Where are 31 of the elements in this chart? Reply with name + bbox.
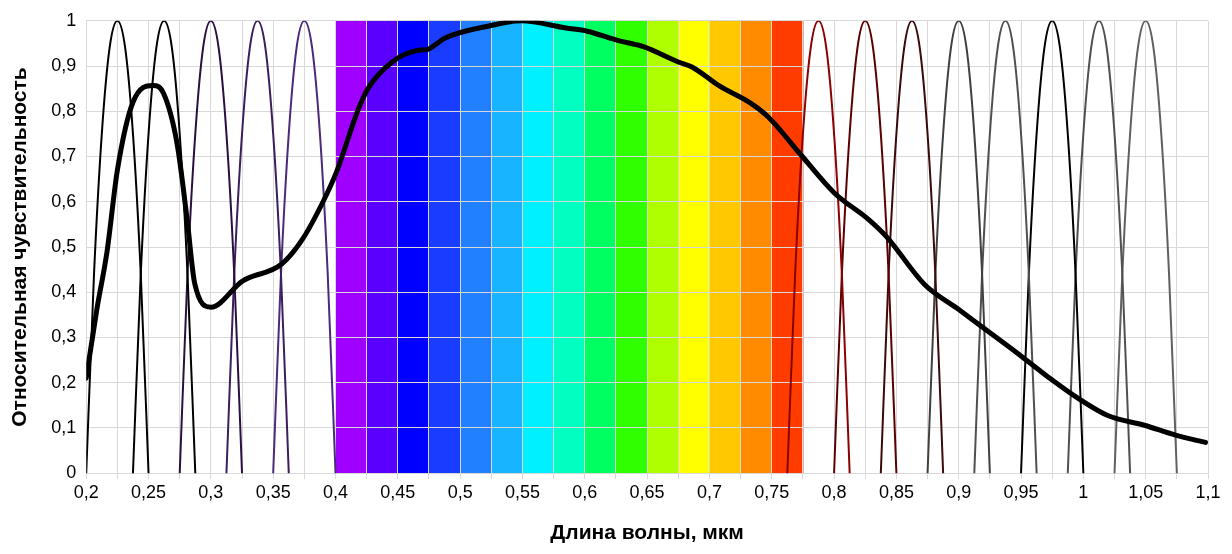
y-tick-label: 0,2 [51, 371, 77, 392]
y-tick-label: 0,8 [51, 100, 77, 121]
x-tick-label: 0,45 [380, 481, 416, 502]
y-tick-label: 0,3 [51, 326, 77, 347]
x-tick-label: 1 [1078, 481, 1089, 502]
y-tick-label: 0,7 [51, 145, 77, 166]
x-tick-label: 0,6 [572, 481, 598, 502]
x-tick-label: 0,95 [1003, 481, 1039, 502]
x-tick-label: 0,35 [255, 481, 291, 502]
x-tick-label: 0,9 [946, 481, 972, 502]
y-tick-label: 0 [66, 462, 77, 483]
x-tick-label: 0,5 [447, 481, 473, 502]
y-tick-label: 0,6 [51, 190, 77, 211]
x-tick-label: 0,3 [198, 481, 224, 502]
y-tick-label: 0,4 [51, 281, 77, 302]
x-tick-label: 0,85 [878, 481, 914, 502]
x-tick-label: 0,75 [754, 481, 790, 502]
y-tick-label: 1 [66, 9, 77, 30]
x-tick-label: 1,05 [1128, 481, 1164, 502]
x-tick-label: 0,8 [821, 481, 847, 502]
x-tick-label: 0,25 [131, 481, 167, 502]
x-tick-label: 0,65 [629, 481, 665, 502]
x-tick-label: 0,4 [322, 481, 349, 502]
y-tick-label: 0,9 [51, 55, 77, 76]
x-axis-title: Длина волны, мкм [550, 520, 744, 544]
y-tick-label: 0,5 [51, 235, 77, 256]
y-axis-title: Относительная чувствительность [7, 67, 31, 427]
y-tick-label: 0,1 [51, 416, 77, 437]
x-tick-label: 0,55 [504, 481, 540, 502]
x-tick-label: 1,1 [1195, 481, 1221, 502]
x-tick-label: 0,7 [696, 481, 722, 502]
